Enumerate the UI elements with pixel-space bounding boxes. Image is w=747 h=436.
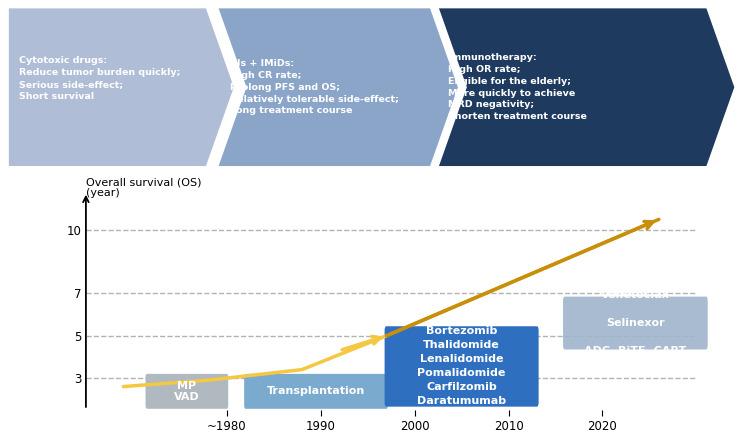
Polygon shape [7,7,235,167]
FancyBboxPatch shape [146,374,228,409]
Text: PIs + IMiDs:
High CR rate;
Prolong PFS and OS;
Relatively tolerable side-effect;: PIs + IMiDs: High CR rate; Prolong PFS a… [230,59,399,115]
Text: Overall survival (OS): Overall survival (OS) [86,177,202,187]
Text: Transplantation: Transplantation [267,386,365,396]
Text: (year): (year) [86,188,120,198]
Polygon shape [437,7,736,167]
Text: Immunotherapy:
High OR rate;
Eligible for the elderly;
More quickly to achieve
M: Immunotherapy: High OR rate; Eligible fo… [448,53,587,121]
Text: Cytotoxic drugs:
Reduce tumor burden quickly;
Serious side-effect;
Short surviva: Cytotoxic drugs: Reduce tumor burden qui… [19,56,180,101]
Polygon shape [217,7,459,167]
FancyBboxPatch shape [244,374,388,409]
Text: Bortezomib
Thalidomide
Lenalidomide
Pomalidomide
Carfilzomib
Daratumumab: Bortezomib Thalidomide Lenalidomide Poma… [417,327,506,406]
FancyBboxPatch shape [385,326,539,407]
Text: Venetoclax

Selinexor

ADC, BiTE, CART: Venetoclax Selinexor ADC, BiTE, CART [584,290,686,356]
FancyBboxPatch shape [563,296,707,350]
Text: MP
VAD: MP VAD [174,381,199,402]
